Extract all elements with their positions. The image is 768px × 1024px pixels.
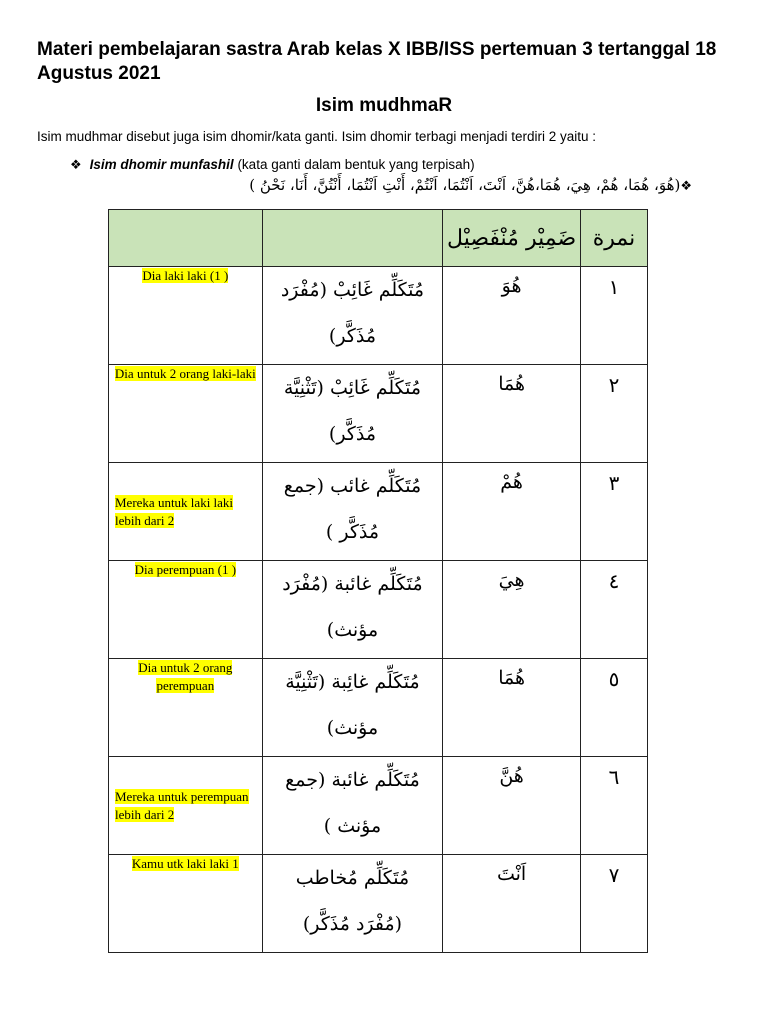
arabic-list-text: (هُوَ، هُمَا، هُمْ، هِيَ، هُمَا،هُنَّ، ا…	[249, 176, 681, 194]
bullet-item: ❖ Isim dhomir munfashil (kata ganti dalam…	[70, 157, 475, 173]
description-cell: مُتَكَلِّم غائبة (جمع مؤنث )	[261, 756, 444, 855]
dhomir-cell: هُنَّ	[442, 756, 581, 855]
meaning-text: Dia perempuan (1 )	[134, 562, 237, 577]
meaning-cell: Mereka untuk perempuan lebih dari 2	[108, 756, 263, 855]
meaning-cell: Dia untuk 2 orang laki-laki	[108, 364, 263, 463]
table-row: Dia untuk 2 orang laki-laki مُتَكَلِّم غ…	[108, 364, 649, 463]
description-cell: مُتَكَلِّم غائبة (مُفْرَد مؤنث)	[261, 560, 444, 659]
table-row: Dia untuk 2 orang perempuan مُتَكَلِّم غ…	[108, 658, 649, 757]
meaning-text: Dia untuk 2 orang laki-laki	[114, 366, 256, 381]
dhomir-cell: هُوَ	[442, 266, 581, 365]
dhomir-cell: هُمَا	[442, 364, 581, 463]
meaning-cell: Dia perempuan (1 )	[108, 560, 263, 659]
meaning-cell: Mereka untuk laki laki lebih dari 2	[108, 462, 263, 561]
number-cell: ٧	[579, 854, 649, 953]
dhomir-cell: هِيَ	[442, 560, 581, 659]
table-row: Kamu utk laki laki 1 مُتَكَلِّم مُخاطب (…	[108, 854, 649, 953]
arabic-pronoun-list: ❖(هُوَ، هُمَا، هُمْ، هِيَ، هُمَا،هُنَّ، …	[249, 176, 700, 194]
diamond-bullet-icon: ❖	[70, 157, 82, 172]
header-cell-number: نمرة	[579, 209, 649, 267]
dhomir-cell: هُمْ	[442, 462, 581, 561]
table-row: Dia laki laki (1 ) مُتَكَلِّم غَائِبْ (م…	[108, 266, 649, 365]
number-cell: ٥	[579, 658, 649, 757]
number-cell: ٤	[579, 560, 649, 659]
meaning-cell: Dia laki laki (1 )	[108, 266, 263, 365]
meaning-cell: Dia untuk 2 orang perempuan	[108, 658, 263, 757]
number-cell: ١	[579, 266, 649, 365]
pronoun-table: ضَمِيْر مُنْفَصِيْل نمرة Dia laki laki (…	[108, 209, 649, 953]
table-header-row: ضَمِيْر مُنْفَصِيْل نمرة	[108, 209, 649, 267]
intro-paragraph: Isim mudhmar disebut juga isim dhomir/ka…	[37, 129, 596, 144]
table-row: Mereka untuk perempuan lebih dari 2 مُتَ…	[108, 756, 649, 855]
description-cell: مُتَكَلِّم غائب (جمع مُذَكَّر )	[261, 462, 444, 561]
table-row: Dia perempuan (1 ) مُتَكَلِّم غائبة (مُف…	[108, 560, 649, 659]
meaning-text: Dia laki laki (1 )	[142, 268, 229, 283]
meaning-text: Dia untuk 2 orang perempuan	[138, 660, 233, 693]
meaning-text: Kamu utk laki laki 1	[131, 856, 239, 871]
description-cell: مُتَكَلِّم غَائِبْ (تَثْنِيَّة مُذَكَّر)	[261, 364, 444, 463]
meaning-text: Mereka untuk laki laki lebih dari 2	[115, 494, 234, 528]
meaning-text: Mereka untuk perempuan lebih dari 2	[115, 788, 249, 822]
header-cell-meaning	[108, 209, 263, 267]
number-cell: ٣	[579, 462, 649, 561]
bullet-rest: (kata ganti dalam bentuk yang terpisah)	[233, 157, 475, 172]
number-cell: ٦	[579, 756, 649, 855]
description-cell: مُتَكَلِّم غائِبة (تَثْنِيَّة مؤنث)	[261, 658, 444, 757]
table-row: Mereka untuk laki laki lebih dari 2 مُتَ…	[108, 462, 649, 561]
description-cell: مُتَكَلِّم مُخاطب (مُفْرَد مُذَكَّر)	[261, 854, 444, 953]
header-cell-desc	[261, 209, 444, 267]
meaning-cell: Kamu utk laki laki 1	[108, 854, 263, 953]
diamond-bullet-icon: ❖	[680, 179, 692, 194]
section-title: Isim mudhmaR	[315, 95, 453, 116]
description-cell: مُتَكَلِّم غَائِبْ (مُفْرَد مُذَكَّر)	[261, 266, 444, 365]
header-cell-dhomir: ضَمِيْر مُنْفَصِيْل	[442, 209, 581, 267]
document-title: Materi pembelajaran sastra Arab kelas X …	[37, 39, 717, 84]
dhomir-cell: هُمَا	[442, 658, 581, 757]
bullet-bold: Isim dhomir munfashil	[89, 157, 234, 172]
number-cell: ٢	[579, 364, 649, 463]
dhomir-cell: اَنْتَ	[442, 854, 581, 953]
